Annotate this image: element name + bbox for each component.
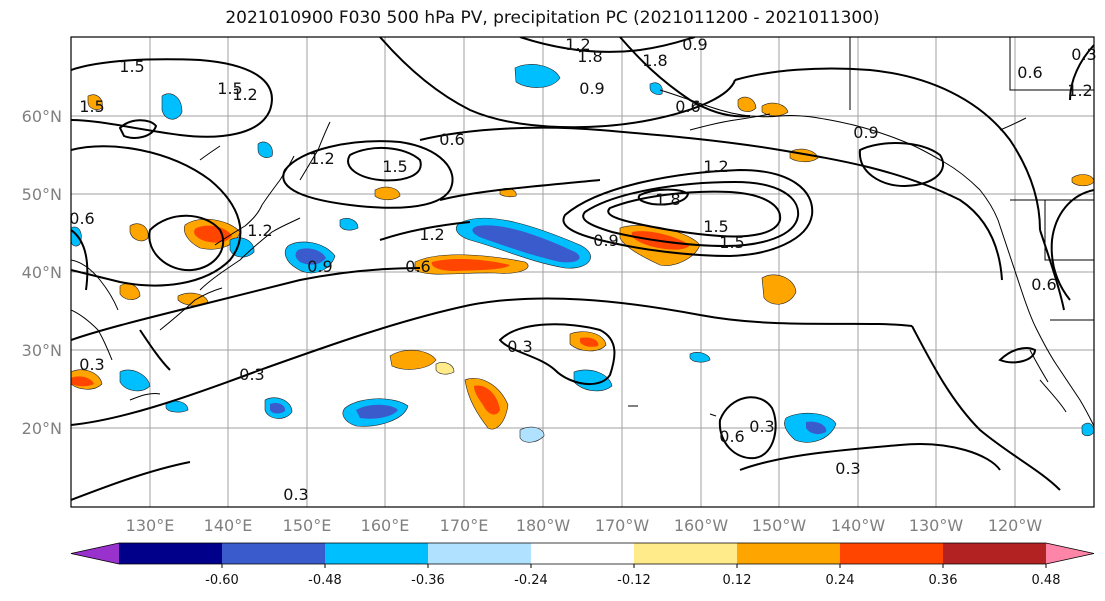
contour-labels: 1.5 1.5 1.2 1.5 1.2 1.2 0.6 1.5 1.2 0.9 …: [69, 35, 1096, 504]
contour-label: 1.2: [419, 225, 444, 244]
colorbar-tick-label: 0.36: [929, 573, 958, 588]
contour-label: 0.3: [835, 459, 860, 478]
contour-label: 0.6: [439, 130, 464, 149]
latitude-labels: 60°N 50°N 40°N 30°N 20°N: [22, 107, 62, 438]
contour-label: 1.5: [119, 57, 144, 76]
contour-label: 1.2: [703, 157, 728, 176]
colorbar-tick-label: 0.12: [723, 573, 752, 588]
lon-label: 120°W: [988, 516, 1043, 535]
lat-label: 50°N: [22, 185, 62, 204]
lon-label: 150°W: [752, 516, 807, 535]
colorbar-tick-label: 0.48: [1032, 573, 1061, 588]
contour-label: 0.9: [853, 123, 878, 142]
colorbar-segment: [119, 543, 223, 564]
contour-label: 1.5: [719, 233, 744, 252]
colorbar-tick-label: -0.12: [617, 573, 651, 588]
colorbar-segment: [222, 543, 326, 564]
contour-label: 1.2: [232, 85, 257, 104]
contour-label: 0.6: [405, 257, 430, 276]
lat-label: 40°N: [22, 263, 62, 282]
colorbar-segment: [634, 543, 738, 564]
colorbar-segment: [737, 543, 841, 564]
map-title: 2021010900 F030 500 hPa PV, precipitatio…: [225, 8, 880, 28]
colorbar: [70, 542, 1095, 565]
contour-label: 1.5: [79, 97, 104, 116]
lat-label: 60°N: [22, 107, 62, 126]
colorbar-segment: [428, 543, 532, 564]
colorbar-segment: [325, 543, 429, 564]
contour-label: 0.6: [675, 97, 700, 116]
coastlines: [71, 37, 1094, 427]
contour-label: 0.6: [719, 427, 744, 446]
lon-label: 160°W: [674, 516, 729, 535]
contour-label: 1.5: [382, 157, 407, 176]
lat-label: 30°N: [22, 341, 62, 360]
lon-label: 130°E: [126, 516, 175, 535]
precip-shading: [71, 64, 1094, 443]
pv-contours: [71, 37, 1094, 501]
contour-label: 0.3: [79, 355, 104, 374]
colorbar-segment: [531, 543, 635, 564]
contour-label: 0.9: [307, 257, 332, 276]
lon-label: 160°E: [361, 516, 410, 535]
lon-label: 150°E: [283, 516, 332, 535]
contour-label: 1.5: [703, 217, 728, 236]
colorbar-extend-high: [1046, 543, 1094, 564]
contour-label: 0.3: [283, 485, 308, 504]
colorbar-extend-low: [71, 543, 119, 564]
colorbar-segment: [943, 543, 1047, 564]
colorbar-tick-label: -0.24: [514, 573, 548, 588]
lon-label: 170°E: [440, 516, 489, 535]
contour-label: 0.3: [507, 337, 532, 356]
contour-label: 0.6: [1031, 275, 1056, 294]
contour-label: 0.3: [749, 417, 774, 436]
colorbar-tick-label: -0.48: [308, 573, 342, 588]
colorbar-outline: [70, 542, 1095, 565]
contour-label: 1.2: [247, 221, 272, 240]
lon-label: 180°W: [516, 516, 571, 535]
contour-label: 1.5: [217, 79, 242, 98]
contour-label: 1.8: [577, 47, 602, 66]
lon-label: 170°W: [595, 516, 650, 535]
contour-label: 0.6: [69, 209, 94, 228]
contour-label: 0.9: [579, 79, 604, 98]
contour-label: 1.8: [655, 190, 680, 209]
contour-label: 1.2: [565, 35, 590, 54]
lon-label: 140°W: [831, 516, 886, 535]
colorbar-ticks: -0.60 -0.48 -0.36 -0.24 -0.12 0.12 0.24 0.36 0.4…: [205, 564, 1061, 588]
contour-label: 0.6: [1017, 63, 1042, 82]
longitude-labels: 130°E 140°E 150°E 160°E 170°E 180°W 170°…: [126, 516, 1043, 535]
contour-label: 0.3: [1071, 45, 1096, 64]
colorbar-tick-label: -0.36: [411, 573, 445, 588]
colorbar-tick-label: 0.24: [826, 573, 855, 588]
map-frame: [70, 36, 1095, 508]
contour-label: 1.2: [309, 149, 334, 168]
contour-label: 0.3: [239, 365, 264, 384]
colorbar-segment: [840, 543, 944, 564]
contour-label: 0.9: [682, 35, 707, 54]
lon-label: 140°E: [204, 516, 253, 535]
contour-label: 0.9: [593, 231, 618, 250]
graticule: [71, 37, 1094, 507]
contour-label: 1.8: [642, 51, 667, 70]
colorbar-tick-label: -0.60: [205, 573, 239, 588]
lon-label: 130°W: [909, 516, 964, 535]
lat-label: 20°N: [22, 419, 62, 438]
contour-label: 1.2: [1067, 81, 1092, 100]
